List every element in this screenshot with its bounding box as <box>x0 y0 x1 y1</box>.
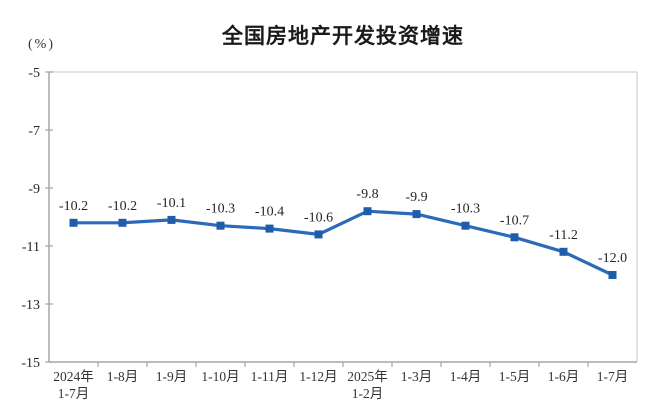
data-point-label: -9.9 <box>405 190 427 205</box>
data-point-label: -10.4 <box>255 205 284 220</box>
data-point-marker <box>412 210 421 219</box>
y-axis-tick-label: -15 <box>21 356 40 371</box>
data-point-marker <box>118 218 127 227</box>
y-axis-tick-label: -9 <box>28 182 40 197</box>
x-axis-tick-label: 2024年 1-7月 <box>53 369 94 401</box>
x-axis-tick-label: 1-6月 <box>548 369 580 384</box>
data-point-marker <box>167 215 176 224</box>
data-point-label: -10.3 <box>451 202 480 217</box>
data-point-marker <box>461 221 470 230</box>
data-point-marker <box>314 230 323 239</box>
x-axis-tick-label: 1-5月 <box>499 369 531 384</box>
data-point-label: -10.3 <box>206 202 235 217</box>
data-point-marker <box>363 207 372 216</box>
x-axis-tick-label: 1-9月 <box>156 369 188 384</box>
data-point-marker <box>510 233 519 242</box>
x-axis-tick-label: 1-7月 <box>597 369 629 384</box>
data-point-marker <box>69 218 78 227</box>
data-point-label: -10.2 <box>59 199 88 214</box>
y-axis-tick-label: -7 <box>28 124 40 139</box>
data-point-label: -10.6 <box>304 210 333 225</box>
data-point-label: -11.2 <box>549 228 578 243</box>
data-point-label: -10.2 <box>108 199 137 214</box>
data-point-marker <box>216 221 225 230</box>
data-point-label: -12.0 <box>598 251 627 266</box>
data-point-label: -9.8 <box>356 187 378 202</box>
x-axis-tick-label: 1-12月 <box>299 369 337 384</box>
x-axis-tick-label: 1-10月 <box>201 369 239 384</box>
data-point-marker <box>265 224 274 233</box>
data-point-label: -10.1 <box>157 196 186 211</box>
x-axis-tick-label: 1-8月 <box>107 369 139 384</box>
data-series-line <box>71 209 615 277</box>
x-axis-tick-label: 1-11月 <box>251 369 289 384</box>
chart-title: 全国房地产开发投资增速 <box>222 25 464 48</box>
y-axis-tick-label: -5 <box>28 66 40 81</box>
data-point-marker <box>559 247 568 256</box>
x-axis-tick-label: 1-4月 <box>450 369 482 384</box>
x-axis-tick-label: 1-3月 <box>401 369 433 384</box>
y-axis-tick-label: -11 <box>22 240 40 255</box>
x-axis-tick-label: 2025年 1-2月 <box>347 369 388 401</box>
data-point-label: -10.7 <box>500 213 529 228</box>
y-axis-unit-label: (%) <box>28 37 55 52</box>
data-point-marker <box>608 271 617 279</box>
y-axis-tick-label: -13 <box>21 298 40 313</box>
